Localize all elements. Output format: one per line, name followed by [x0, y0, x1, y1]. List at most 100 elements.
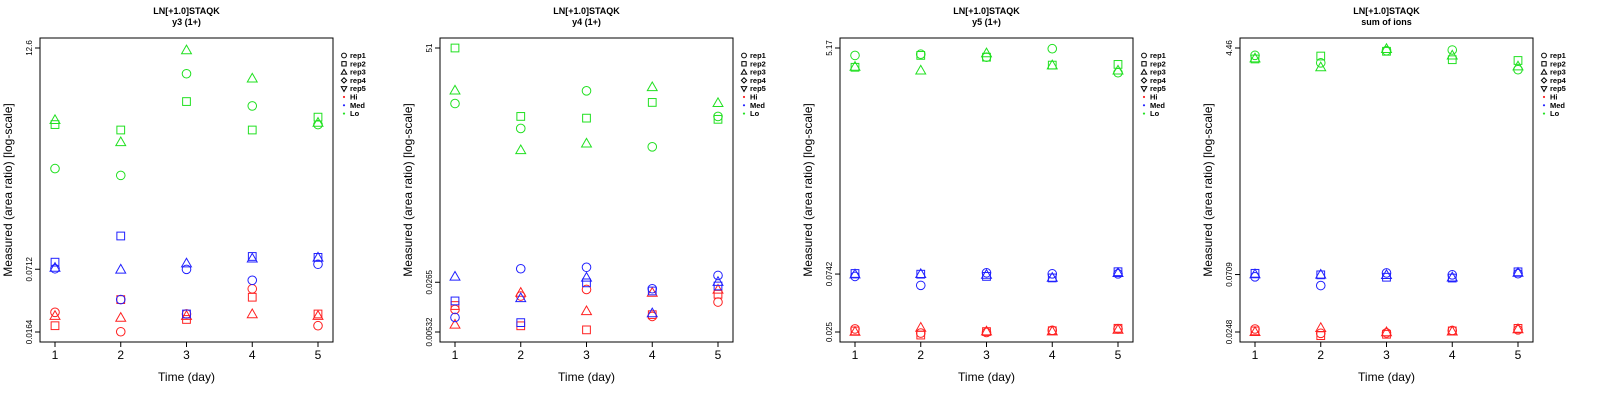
legend-label: Lo [1150, 109, 1160, 118]
legend-label: rep4 [1150, 76, 1167, 85]
data-point [1249, 325, 1261, 336]
data-point [114, 263, 127, 274]
data-point [50, 321, 60, 331]
legend-symbol [740, 86, 748, 93]
data-point [712, 96, 724, 107]
data-point [1512, 266, 1524, 277]
data-point [312, 251, 324, 262]
legend-symbol [342, 112, 346, 115]
data-point [182, 309, 191, 319]
data-point [116, 231, 126, 241]
data-point [313, 320, 323, 331]
x-tick-label: 3 [183, 348, 190, 362]
x-tick-label: 2 [517, 348, 524, 362]
x-tick-label: 1 [852, 348, 859, 362]
data-point [1113, 60, 1123, 69]
data-point [713, 281, 723, 291]
data-point [646, 307, 659, 318]
data-point [247, 125, 257, 135]
y-tick-label: 0.0712 [25, 256, 34, 281]
data-point [1249, 52, 1261, 63]
data-point [115, 326, 126, 337]
data-point [449, 84, 461, 95]
legend-label: rep5 [750, 84, 766, 93]
data-point [580, 304, 593, 316]
data-point [849, 268, 861, 279]
data-point [1447, 273, 1457, 283]
data-point [115, 294, 126, 305]
data-point [1512, 60, 1524, 71]
legend-label: rep3 [1550, 68, 1566, 77]
data-point [980, 47, 993, 58]
x-tick-label: 5 [315, 348, 322, 362]
y-tick-label: 0.0265 [425, 269, 434, 294]
data-point [180, 309, 193, 320]
panel-subtitle: sum of ions [1361, 17, 1412, 27]
legend-symbol [742, 104, 746, 107]
data-point [1314, 321, 1327, 332]
panel-title: LN[+1.0]STAQK [153, 6, 220, 16]
legend-symbol [340, 68, 348, 75]
data-point [647, 283, 658, 294]
x-tick-label: 5 [1115, 348, 1122, 362]
x-tick-label: 5 [715, 348, 722, 362]
data-point [1314, 268, 1327, 279]
legend-symbol [342, 104, 346, 107]
legend-label: rep4 [1550, 76, 1567, 85]
data-point [515, 123, 526, 134]
legend-label: rep1 [350, 51, 366, 60]
data-point [50, 307, 60, 318]
data-point [849, 325, 861, 336]
x-tick-label: 2 [117, 348, 124, 362]
data-point [1250, 54, 1260, 64]
legend-label: Hi [1150, 93, 1158, 102]
legend-symbol [1542, 95, 1546, 99]
x-tick-label: 1 [1252, 348, 1259, 362]
legend-symbol [1541, 52, 1547, 59]
y-tick-label: 0.0742 [825, 261, 834, 286]
data-point [1380, 42, 1393, 53]
data-point [1447, 55, 1457, 65]
legend-label: rep5 [1150, 84, 1166, 93]
data-point [647, 142, 658, 152]
data-point [582, 325, 591, 335]
legend-symbol [1142, 95, 1146, 99]
data-point [713, 114, 723, 124]
legend-label: rep5 [1550, 84, 1566, 93]
y-tick-label: 12.6 [25, 40, 34, 56]
legend-symbol [1141, 52, 1147, 59]
panel-title: LN[+1.0]STAQK [1353, 6, 1420, 16]
legend-label: rep4 [750, 76, 767, 85]
data-point [312, 309, 324, 320]
data-point [849, 60, 861, 71]
legend-symbol [1540, 86, 1548, 93]
data-point [1512, 323, 1524, 334]
data-point [1316, 51, 1326, 61]
data-point [182, 97, 191, 106]
x-tick-label: 4 [1049, 348, 1056, 362]
data-point [850, 62, 860, 72]
data-point [49, 113, 61, 124]
legend-label: Hi [1550, 93, 1558, 102]
legend-label: Med [750, 101, 765, 110]
data-point [980, 325, 993, 336]
data-point [50, 120, 60, 129]
data-point [180, 44, 193, 55]
data-point [580, 271, 593, 282]
x-tick-label: 5 [1515, 348, 1522, 362]
legend-label: rep3 [350, 68, 366, 77]
data-point [1446, 49, 1459, 60]
data-point [514, 291, 527, 303]
data-point [1380, 326, 1393, 337]
legend-label: rep1 [1550, 51, 1566, 60]
legend-symbol [742, 112, 746, 115]
plot-frame [839, 37, 1134, 343]
legend-label: Hi [750, 93, 758, 102]
legend-symbol [341, 61, 347, 67]
y-tick-label: 4.46 [1225, 40, 1234, 56]
legend-label: rep4 [350, 76, 367, 85]
data-point [581, 86, 592, 96]
legend-label: Lo [750, 109, 760, 118]
data-point [982, 327, 991, 336]
